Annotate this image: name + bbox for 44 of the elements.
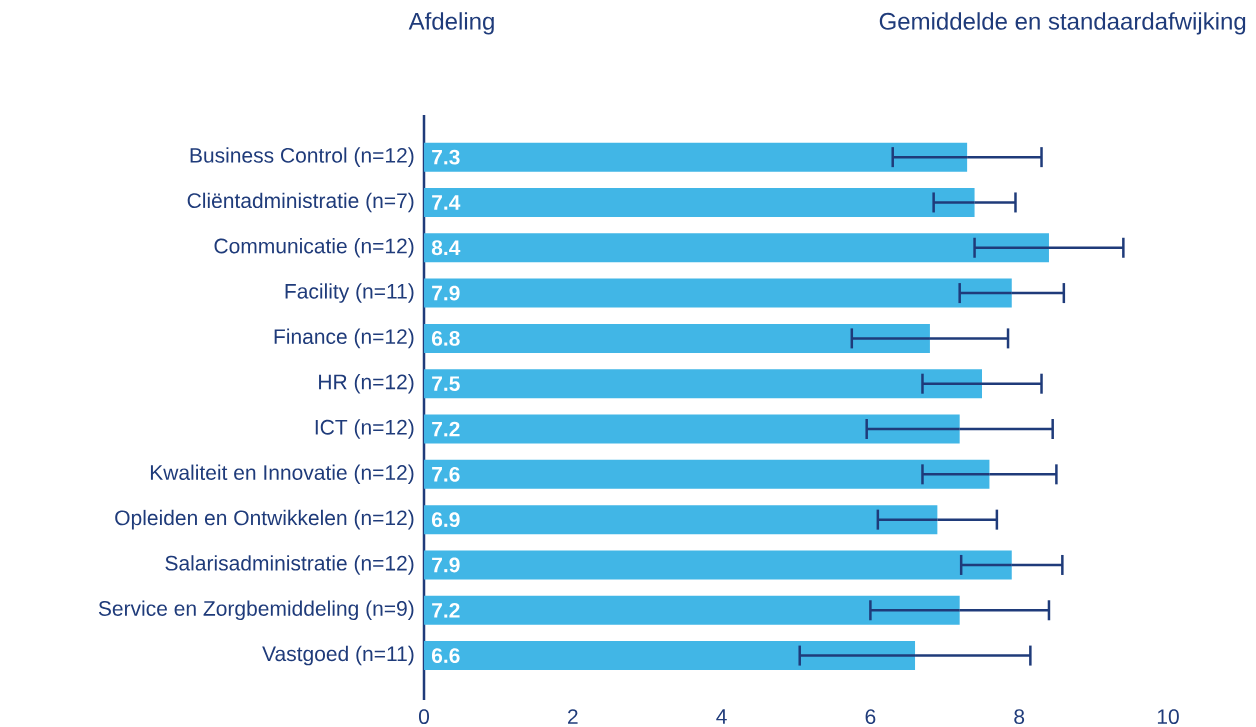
bar — [424, 233, 1049, 263]
chart-title: Gemiddelde en standaardafwijking — [879, 12, 1246, 35]
bar — [424, 187, 975, 217]
y-tick-label: Cliëntadministratie (n=7) — [187, 192, 414, 213]
y-tick-label: Business Control (n=12) — [190, 147, 414, 167]
y-tick-label: ICT (n=12) — [315, 419, 414, 439]
data-label: 7.2 — [432, 421, 460, 437]
bar — [424, 505, 938, 535]
bar — [424, 641, 916, 671]
data-label: 7.6 — [432, 466, 460, 482]
data-label: 6.8 — [431, 330, 460, 346]
x-tick-label: 10 — [1157, 709, 1179, 725]
data-label: 7.5 — [432, 376, 460, 392]
bar — [424, 278, 1012, 308]
data-label: 7.3 — [432, 149, 460, 165]
data-label: 8.4 — [431, 240, 461, 256]
y-tick-label: Kwaliteit en Innovatie (n=12) — [150, 464, 414, 485]
bar — [424, 323, 930, 353]
data-label: 7.9 — [432, 285, 460, 301]
y-tick-label: Facility (n=11) — [285, 283, 414, 303]
bar — [424, 595, 960, 625]
x-tick-label: 2 — [568, 709, 578, 724]
y-axis-title: Afdeling — [408, 12, 494, 35]
bar — [424, 414, 960, 444]
x-tick-label: 8 — [1014, 709, 1025, 725]
data-label: 7.9 — [432, 557, 460, 573]
y-tick-label: HR (n=12) — [319, 373, 414, 394]
x-tick-label: 4 — [716, 709, 727, 724]
x-tick-label: 6 — [865, 709, 876, 725]
y-tick-label: Communicatie (n=12) — [214, 237, 414, 258]
data-label: 6.6 — [431, 648, 460, 664]
bar — [424, 459, 990, 489]
y-tick-label: Service en Zorgbemiddeling (n=9) — [98, 600, 414, 621]
y-tick-label: Vastgoed (n=11) — [262, 645, 414, 666]
data-label: 7.4 — [432, 195, 461, 210]
x-tick-label: 0 — [418, 709, 430, 725]
data-label: 7.2 — [432, 602, 460, 618]
y-tick-label: Salarisadministratie (n=12) — [165, 555, 414, 575]
bar — [424, 550, 1012, 580]
data-label: 6.9 — [431, 512, 460, 528]
bar — [424, 369, 982, 399]
y-tick-label: Finance (n=12) — [274, 328, 414, 349]
bar — [424, 142, 968, 172]
y-tick-label: Opleiden en Ontwikkelen (n=12) — [115, 509, 414, 530]
